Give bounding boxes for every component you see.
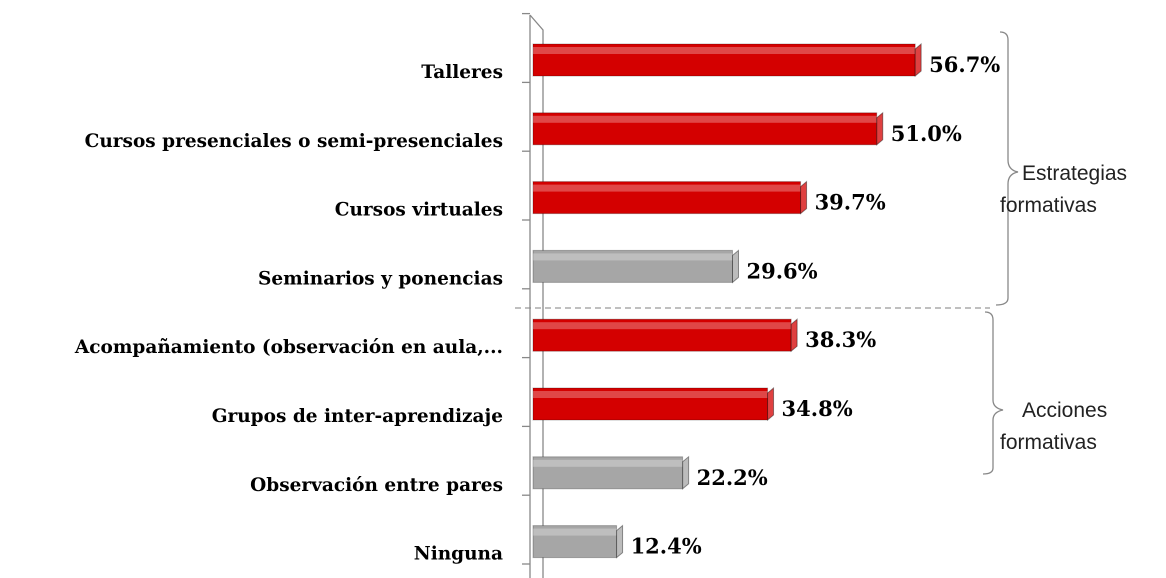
category-label: Cursos virtuales <box>335 200 503 221</box>
bar <box>532 387 769 421</box>
bar-shine <box>533 253 733 261</box>
bracket <box>995 31 1019 306</box>
bar-side <box>616 524 624 559</box>
bar-shine <box>533 459 683 467</box>
bar-side <box>914 42 922 78</box>
bar-side <box>800 180 808 215</box>
bar-side <box>876 111 884 146</box>
group-annotation: formativas <box>1000 194 1097 217</box>
bar-side <box>790 318 798 353</box>
annotations: Estrategias formativas Acciones formativas <box>1000 162 1127 454</box>
bar <box>532 318 792 352</box>
bar-side <box>682 455 690 490</box>
bracket <box>982 311 1004 475</box>
group-annotation: Acciones <box>1022 399 1107 422</box>
bar-shine <box>533 115 877 123</box>
category-label: Grupos de inter-aprendizaje <box>212 406 503 427</box>
category-label: Observación entre pares <box>250 475 503 496</box>
bar <box>532 43 916 77</box>
bar <box>532 456 684 490</box>
value-label: 56.7% <box>929 52 1000 77</box>
bar-shine <box>533 184 801 192</box>
value-label: 22.2% <box>697 465 768 490</box>
bar-shine <box>533 322 792 330</box>
bar <box>532 525 618 559</box>
category-label: Seminarios y ponencias <box>258 268 503 289</box>
category-label: Talleres <box>421 62 503 83</box>
value-label: 12.4% <box>631 534 702 559</box>
bar-shine <box>533 528 617 536</box>
value-label: 34.8% <box>782 396 853 421</box>
category-label: Ninguna <box>414 544 503 565</box>
value-label: 51.0% <box>891 121 962 146</box>
value-label: 38.3% <box>805 327 876 352</box>
category-label: Cursos presenciales o semi-presenciales <box>85 131 503 152</box>
value-label: 39.7% <box>815 190 886 215</box>
group-annotation: Estrategias <box>1022 162 1127 185</box>
value-label: 29.6% <box>747 258 818 283</box>
bar-shine <box>533 391 768 398</box>
bar-side <box>767 386 775 422</box>
category-label: Acompañamiento (observación en aula,... <box>74 337 503 358</box>
bar-shine <box>533 47 916 54</box>
group-annotation: formativas <box>1000 431 1097 454</box>
bar-side <box>732 249 740 284</box>
axis-3d-edge <box>529 14 544 578</box>
